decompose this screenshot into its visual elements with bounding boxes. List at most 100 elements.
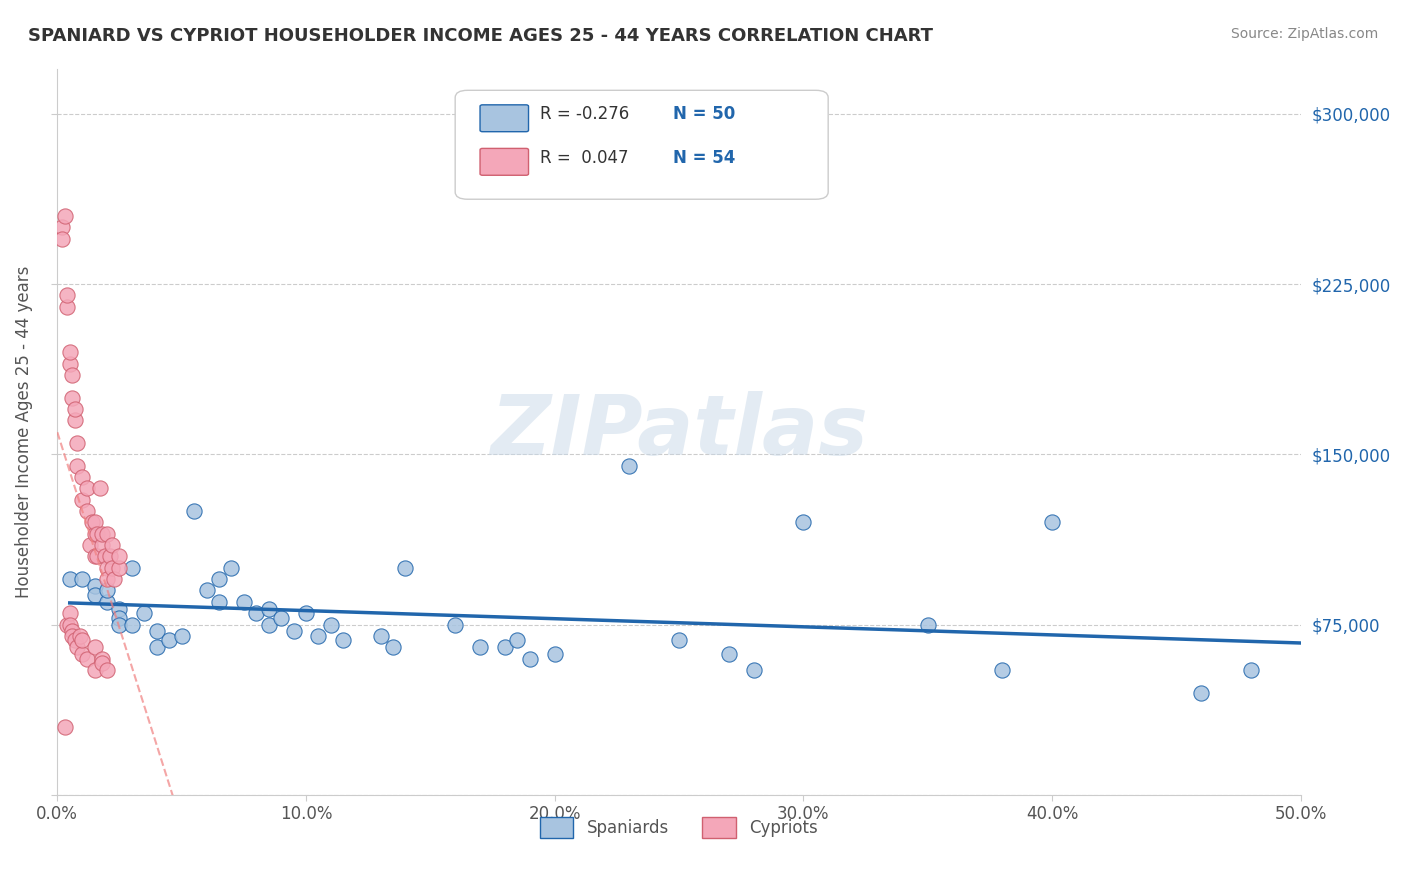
Point (96, 526, 118, 541)
Point (146, 624, 169, 639)
Point (89, 481, 111, 495)
Point (63, 401, 86, 416)
Point (270, 610, 292, 624)
Point (69, 629, 91, 643)
Point (295, 606, 318, 620)
Point (56, 288, 79, 302)
Text: ZIPatlas: ZIPatlas (491, 391, 868, 472)
Point (96, 663, 118, 677)
Point (108, 601, 131, 615)
Point (91, 656, 114, 670)
Point (51, 232, 73, 246)
Point (76, 481, 98, 495)
Point (394, 561, 416, 575)
Point (103, 572, 125, 586)
Point (60, 629, 83, 643)
Point (208, 572, 231, 586)
Point (53, 209, 76, 223)
Text: Source: ZipAtlas.com: Source: ZipAtlas.com (1230, 27, 1378, 41)
Point (991, 663, 1014, 677)
Point (332, 633, 354, 648)
Text: R = -0.276: R = -0.276 (540, 104, 628, 122)
Point (83, 588, 105, 602)
Point (83, 579, 105, 593)
Point (60, 624, 83, 639)
Point (1189, 685, 1212, 699)
Point (619, 458, 641, 473)
Point (70, 572, 93, 586)
Point (83, 549, 105, 564)
Point (183, 504, 205, 518)
Point (742, 663, 765, 677)
Point (121, 561, 143, 575)
Point (195, 583, 218, 598)
Point (51, 220, 73, 235)
Point (232, 595, 254, 609)
Point (70, 647, 93, 661)
Point (83, 516, 105, 530)
Point (66, 458, 89, 473)
Point (60, 391, 83, 405)
Point (96, 583, 118, 598)
Text: SPANIARD VS CYPRIOT HOUSEHOLDER INCOME AGES 25 - 44 YEARS CORRELATION CHART: SPANIARD VS CYPRIOT HOUSEHOLDER INCOME A… (28, 27, 934, 45)
Point (59, 357, 82, 371)
Y-axis label: Householder Income Ages 25 - 44 years: Householder Income Ages 25 - 44 years (15, 266, 32, 598)
Point (70, 492, 93, 507)
Point (98, 549, 121, 564)
Point (86, 549, 108, 564)
Point (83, 526, 105, 541)
Point (444, 617, 467, 632)
Point (519, 651, 541, 665)
Point (101, 538, 124, 552)
Point (668, 633, 690, 648)
Text: R =  0.047: R = 0.047 (540, 149, 628, 167)
Point (96, 561, 118, 575)
FancyBboxPatch shape (456, 90, 828, 199)
Point (157, 633, 180, 648)
Point (59, 617, 82, 632)
Point (370, 629, 392, 643)
Text: N = 50: N = 50 (672, 104, 735, 122)
Point (53, 720, 76, 734)
Point (96, 572, 118, 586)
Point (319, 617, 342, 632)
Point (70, 470, 93, 484)
Point (66, 436, 89, 450)
Point (91, 651, 114, 665)
Point (307, 629, 329, 643)
Point (96, 595, 118, 609)
Point (83, 663, 105, 677)
Point (146, 640, 169, 655)
Point (63, 633, 86, 648)
Point (257, 601, 280, 615)
Point (91, 526, 114, 541)
Point (717, 647, 740, 661)
Point (917, 617, 939, 632)
Point (134, 606, 156, 620)
Point (543, 647, 565, 661)
FancyBboxPatch shape (479, 148, 529, 175)
Point (59, 345, 82, 359)
Legend: Spaniards, Cypriots: Spaniards, Cypriots (533, 811, 824, 845)
Point (79, 538, 101, 552)
Point (63, 413, 86, 427)
Point (91, 538, 114, 552)
Point (108, 549, 131, 564)
Point (93, 549, 115, 564)
Point (60, 368, 83, 382)
Text: N = 54: N = 54 (672, 149, 735, 167)
Point (221, 561, 243, 575)
Point (86, 526, 108, 541)
Point (245, 606, 267, 620)
Point (70, 633, 93, 648)
Point (56, 617, 79, 632)
Point (101, 561, 124, 575)
Point (108, 617, 131, 632)
Point (1240, 663, 1263, 677)
Point (170, 629, 193, 643)
Point (208, 595, 231, 609)
Point (76, 504, 98, 518)
Point (83, 640, 105, 655)
Point (82, 516, 104, 530)
Point (59, 572, 82, 586)
